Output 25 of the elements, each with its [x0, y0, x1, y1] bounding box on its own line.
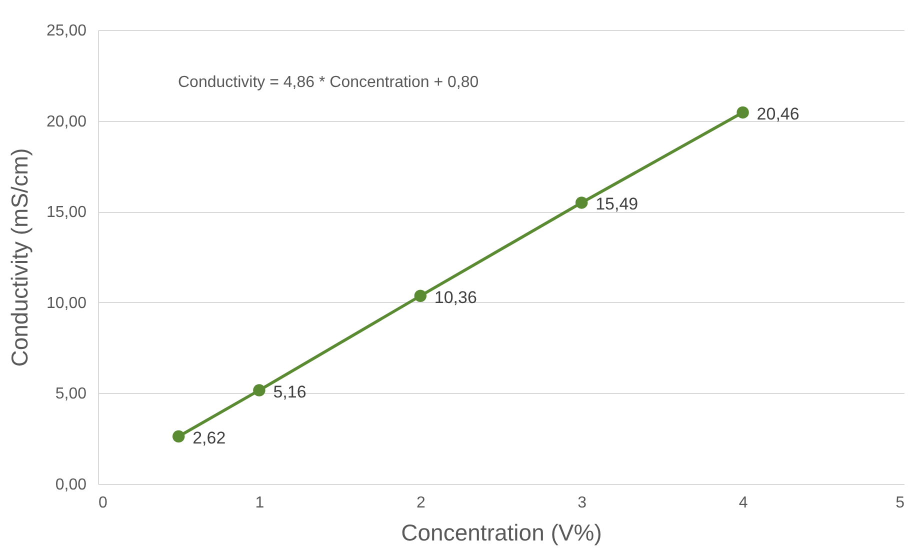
data-label: 15,49 — [596, 194, 638, 214]
x-tick-label: 3 — [578, 494, 587, 512]
data-label: 5,16 — [273, 382, 306, 402]
data-label: 20,46 — [756, 104, 800, 124]
data-label: 2,62 — [192, 428, 226, 448]
point — [172, 430, 185, 443]
y-tick-label: 25,00 — [46, 22, 87, 40]
x-tick-label: 2 — [416, 494, 426, 512]
y-tick-label: 20,00 — [46, 113, 87, 130]
y-tick-label: 0,00 — [55, 476, 87, 494]
y-axis-title: Conductivity (mS/cm) — [6, 148, 32, 367]
data-label: 10,36 — [434, 288, 477, 307]
y-tick-label: 5,00 — [55, 386, 87, 403]
point — [253, 384, 266, 396]
x-axis-title: Concentration (V%) — [401, 520, 602, 546]
x-tick-label: 0 — [98, 494, 108, 512]
point — [575, 196, 588, 209]
y-tick-label: 15,00 — [46, 204, 87, 222]
point — [736, 106, 749, 119]
x-tick-label: 4 — [738, 494, 748, 512]
point — [414, 290, 427, 302]
y-tick-label: 10,00 — [46, 294, 87, 312]
x-tick-label: 1 — [255, 494, 264, 512]
x-tick-label: 5 — [896, 494, 905, 512]
annotation: Conductivity = 4,86 * Concentration + 0,80 — [178, 74, 479, 91]
